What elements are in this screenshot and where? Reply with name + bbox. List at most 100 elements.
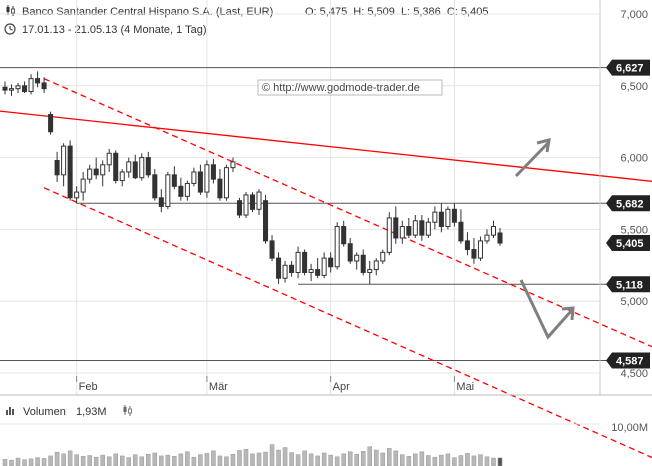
candle <box>74 186 80 204</box>
volume-bar <box>191 456 197 466</box>
volume-bar <box>491 457 496 466</box>
candle <box>35 71 41 88</box>
candle <box>119 169 125 187</box>
volume-bars <box>0 423 600 466</box>
candle-body-down <box>269 240 275 259</box>
candle <box>158 189 164 213</box>
candle <box>41 77 47 93</box>
candle <box>321 252 327 279</box>
candle <box>276 252 282 284</box>
candle-body-up <box>106 152 112 166</box>
candle <box>113 150 119 184</box>
candle <box>80 171 86 201</box>
volume-bar <box>237 450 242 466</box>
volume-bar <box>380 452 386 466</box>
candle <box>8 84 15 96</box>
candle-body-down <box>497 232 503 244</box>
candle <box>48 111 54 135</box>
candle <box>354 252 360 270</box>
trend-lines <box>0 78 652 459</box>
candle <box>464 232 470 256</box>
candle-body-up <box>74 191 80 199</box>
candle-body-down <box>41 82 47 90</box>
candle-body-down <box>113 152 119 182</box>
candle-body-down <box>438 211 444 228</box>
arrow-up-icon <box>514 137 551 178</box>
candle <box>139 153 145 181</box>
volume-bar <box>211 450 216 466</box>
arrow-down-up-icon <box>519 279 575 340</box>
volume-bar <box>289 452 294 466</box>
candle-body-up <box>126 161 132 173</box>
volume-bar <box>373 449 379 466</box>
volume-bar <box>67 450 73 466</box>
candle-body-up <box>412 220 418 236</box>
candle-body-down <box>158 197 164 207</box>
candle <box>197 164 203 195</box>
candle <box>295 246 301 279</box>
trend-line-channel-upper <box>43 78 652 348</box>
y-tick-label: 5,500 <box>620 224 648 236</box>
y-tick-label: 6,000 <box>620 153 648 165</box>
candle <box>380 249 386 264</box>
level-badge-bg <box>606 352 650 369</box>
volume-bar <box>9 459 14 466</box>
volume-bar <box>15 457 21 466</box>
volume-bar <box>439 454 444 466</box>
volume-bar <box>387 448 392 466</box>
candle-body-up <box>334 226 340 268</box>
level-badge-label: 6,627 <box>616 63 644 75</box>
candle-body-down <box>178 185 184 197</box>
candle-body-down <box>197 171 203 193</box>
candle <box>432 206 438 230</box>
candle <box>360 249 366 276</box>
candle <box>334 222 340 270</box>
candle-body-down <box>217 178 223 199</box>
last-price-label: 5,405 <box>616 238 644 250</box>
volume-bar <box>315 455 320 466</box>
candle-body-up <box>230 161 236 169</box>
candle-body-up <box>386 217 392 253</box>
volume-bar <box>334 456 340 466</box>
volume-bar <box>152 452 158 466</box>
volume-bar <box>413 453 418 466</box>
candle <box>67 140 73 201</box>
candle-body-down <box>328 257 334 268</box>
candle-body-up <box>477 240 483 259</box>
candle-body-up <box>354 254 360 262</box>
candle-body-down <box>171 174 177 187</box>
candle <box>341 220 347 247</box>
candle <box>373 258 379 276</box>
candle-body-down <box>22 85 28 93</box>
volume-bar <box>178 453 184 466</box>
volume-bar <box>198 454 203 466</box>
volume-bar <box>2 459 8 466</box>
candle <box>386 212 392 256</box>
volume-bar <box>165 454 171 466</box>
level-badge-label: 4,587 <box>616 356 644 368</box>
volume-bar <box>360 451 366 466</box>
clock-icon <box>4 23 16 35</box>
y-axis: 7,000 6,500 6,000 5,500 5,000 4,500 <box>599 0 648 395</box>
candle <box>191 167 197 187</box>
candle-body-down <box>302 251 308 273</box>
level-badge: 5,118 <box>606 276 650 293</box>
trend-line-resistance <box>0 110 652 182</box>
candle-body-up <box>256 191 262 210</box>
chart-header: Banco Santander Central Hispano S.A. (La… <box>4 5 488 36</box>
last-price-badge-bg <box>606 235 650 252</box>
volume-bar <box>452 457 457 466</box>
volume-bar <box>93 456 99 466</box>
candle <box>126 157 132 178</box>
candle-body-down <box>458 221 464 242</box>
candle <box>282 260 288 283</box>
volume-bar <box>126 457 132 466</box>
volume-bar <box>445 453 451 466</box>
volume-bar <box>484 456 490 466</box>
volume-bar <box>87 455 92 466</box>
candle-body-down <box>145 157 151 176</box>
candle <box>165 171 171 210</box>
volume-bar <box>302 450 307 466</box>
x-tick-label: Apr <box>333 381 350 393</box>
